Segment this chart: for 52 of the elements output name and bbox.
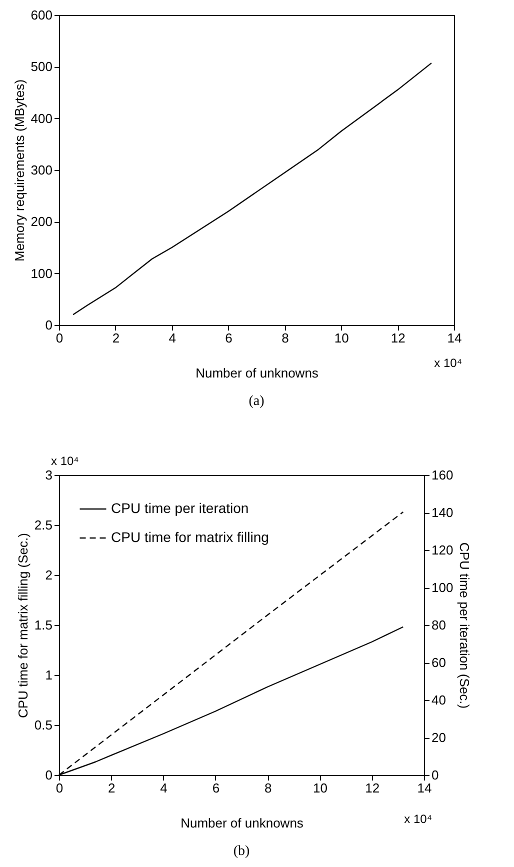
y-tick-label: 3	[45, 468, 52, 482]
y2-axis-title: CPU time per iteration (Sec.)	[457, 542, 472, 709]
x-axis-title: Number of unknowns	[180, 816, 304, 830]
y-tick-label: 1.5	[34, 618, 52, 632]
y-tick-label: 600	[30, 8, 52, 22]
x-tick-label: 14	[417, 780, 432, 796]
y-tick-label: 2	[45, 568, 52, 582]
y-axis-title: CPU time for matrix filling (Sec.)	[15, 533, 30, 718]
x-tick-label: 6	[225, 330, 232, 346]
text: (a)	[248, 394, 265, 409]
x-tick-label: 0	[56, 330, 64, 346]
x-tick-label: 10	[334, 330, 349, 346]
x-tick-label: 8	[282, 330, 289, 346]
y-tick-label: 2.5	[34, 518, 52, 532]
text: x 10⁴	[51, 454, 79, 468]
x-axis-title: Number of unknowns	[196, 366, 319, 380]
x-tick-label: 2	[112, 330, 120, 346]
y2-tick-label: 40	[432, 692, 446, 708]
y2-tick-label: 120	[432, 542, 454, 558]
x-tick-label: 4	[160, 780, 168, 796]
legend-label: CPU time per iteration	[111, 500, 249, 516]
y-tick-label: 1	[45, 668, 52, 682]
x-tick-label: 0	[56, 780, 64, 796]
x-tick-label: 12	[390, 330, 406, 346]
x-tick-label: 6	[212, 780, 220, 796]
y2-tick-label: 60	[432, 655, 446, 670]
text: x 10⁴	[434, 356, 462, 370]
y2-tick-label: 0	[432, 768, 439, 782]
y-axis-title: Memory requirements (MBytes)	[12, 79, 27, 262]
y-tick-label: 0.5	[34, 718, 52, 732]
y-tick-label: 100	[30, 266, 52, 281]
y-tick-label: 300	[30, 162, 52, 178]
x-tick-label: 2	[108, 780, 116, 796]
y2-tick-label: 20	[432, 730, 446, 745]
legend-label: CPU time for matrix filling	[111, 529, 269, 545]
y2-tick-label: 160	[432, 468, 454, 482]
text: (b)	[233, 844, 250, 859]
y2-tick-label: 100	[432, 580, 454, 595]
x-tick-label: 12	[365, 780, 380, 796]
y-tick-label: 500	[30, 59, 52, 74]
x-tick-label: 10	[312, 780, 328, 796]
y-tick-label: 0	[45, 318, 52, 332]
y2-tick-label: 140	[432, 505, 454, 520]
text: x 10⁴	[404, 812, 432, 826]
line-series	[72, 62, 432, 316]
y-tick-label: 0	[45, 768, 52, 782]
x-tick-label: 4	[168, 330, 176, 346]
x-tick-label: 8	[264, 780, 272, 796]
y-tick-label: 200	[30, 214, 52, 230]
y2-tick-label: 80	[432, 618, 446, 632]
x-tick-label: 14	[447, 330, 462, 346]
y-tick-label: 400	[30, 110, 52, 126]
